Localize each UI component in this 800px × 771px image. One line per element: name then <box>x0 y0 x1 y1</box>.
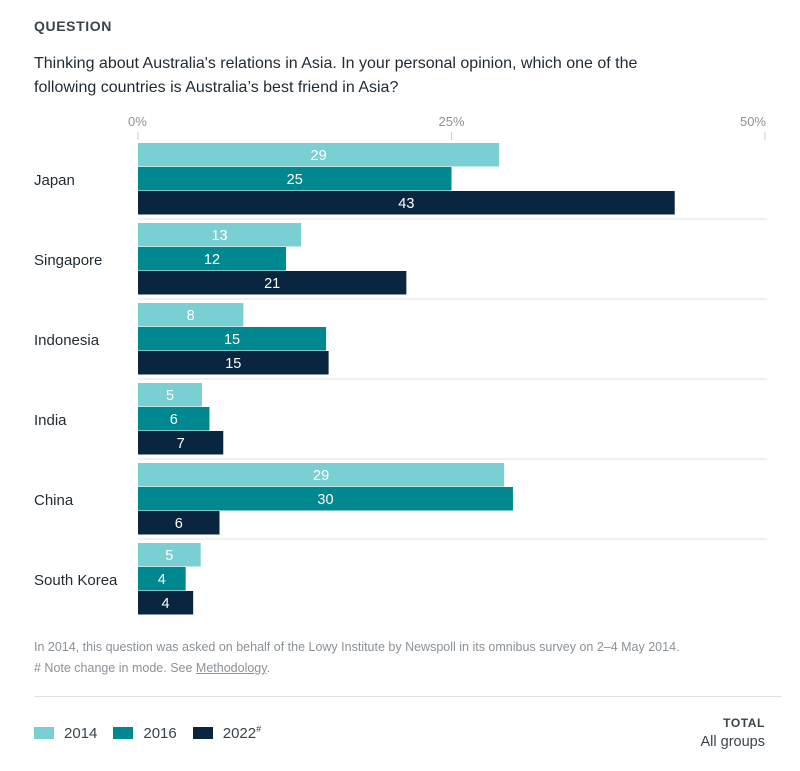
bar <box>138 223 302 247</box>
bar-value-label: 29 <box>311 148 327 164</box>
bar <box>138 143 500 167</box>
legend-item-2014[interactable]: 2014 <box>34 725 97 742</box>
legend-label-2022: 2022# <box>223 724 261 742</box>
legend-swatch-2014 <box>34 727 54 739</box>
bar <box>138 487 513 511</box>
bar <box>138 271 407 295</box>
footnote: In 2014, this question was asked on beha… <box>34 637 774 679</box>
section-eyebrow: QUESTION <box>34 18 112 34</box>
methodology-link[interactable]: Methodology <box>195 661 267 675</box>
bar-value-label: 29 <box>313 468 329 484</box>
bar <box>138 167 452 191</box>
legend-swatch-2016 <box>113 727 134 739</box>
divider <box>34 696 782 697</box>
legend-label-2014: 2014 <box>64 724 98 742</box>
bar-value-label: 21 <box>264 276 280 292</box>
bar-value-label: 15 <box>225 356 241 372</box>
bar-value-label: 4 <box>162 596 170 612</box>
bar-value-label: 5 <box>166 388 174 404</box>
tick-label: 25% <box>438 114 464 129</box>
bar-value-label: 6 <box>170 412 178 428</box>
bar <box>138 303 244 327</box>
legend-item-2016[interactable]: 2016 <box>113 724 177 742</box>
bar <box>138 511 220 535</box>
bar <box>138 431 224 455</box>
tick-label: 0% <box>128 114 147 129</box>
legend-label-2022-year: 2022 <box>222 725 257 742</box>
bar <box>138 191 675 215</box>
category-label: Singapore <box>34 252 102 269</box>
bar-value-label: 30 <box>317 492 333 508</box>
bar-value-label: 15 <box>224 332 240 348</box>
legend: 2014 2016 2022# <box>34 724 261 742</box>
total-value: All groups <box>700 734 765 750</box>
bar-value-label: 4 <box>158 572 166 588</box>
category-label: South Korea <box>34 572 118 589</box>
legend-label-2016: 2016 <box>143 724 177 742</box>
bar-chart: 0% 25% 50% Japan 29 25 43 Singapore 13 12 21 Indone… <box>34 114 767 615</box>
question-text: Thinking about Australia's relations in … <box>34 55 638 96</box>
tick-label: 50% <box>740 114 766 129</box>
total-selector[interactable]: TOTAL All groups <box>701 716 765 750</box>
legend-label-2022-sup: # <box>256 724 262 734</box>
bar-value-label: 13 <box>211 228 227 244</box>
total-label: TOTAL <box>723 716 765 730</box>
legend-item-2022[interactable]: 2022# <box>192 724 261 742</box>
bar-value-label: 12 <box>204 252 220 268</box>
bar <box>138 383 202 407</box>
footnote-survey: In 2014, this question was asked on beha… <box>34 640 680 654</box>
bar <box>138 567 186 591</box>
bar-value-label: 43 <box>398 196 414 212</box>
bar <box>138 327 327 351</box>
bar-value-label: 5 <box>165 548 173 564</box>
category-label: India <box>34 412 67 429</box>
footnote-mode-prefix: # Note change in mode. See <box>34 661 196 675</box>
bar <box>138 463 505 487</box>
bar <box>138 543 201 567</box>
bar-value-label: 25 <box>287 172 303 188</box>
category-label: China <box>34 492 74 509</box>
legend-swatch-2022 <box>192 727 213 739</box>
footnote-mode: # Note change in mode. See Methodology. <box>34 658 774 679</box>
category-label: Indonesia <box>34 332 100 349</box>
category-label: Japan <box>34 172 75 189</box>
bar <box>138 591 194 615</box>
footnote-mode-suffix: . <box>266 661 271 675</box>
bar <box>138 351 329 375</box>
bar-value-label: 8 <box>187 308 195 324</box>
bar <box>138 247 286 271</box>
bar-value-label: 7 <box>177 436 185 452</box>
bar <box>138 407 210 431</box>
bar-value-label: 6 <box>175 516 183 532</box>
